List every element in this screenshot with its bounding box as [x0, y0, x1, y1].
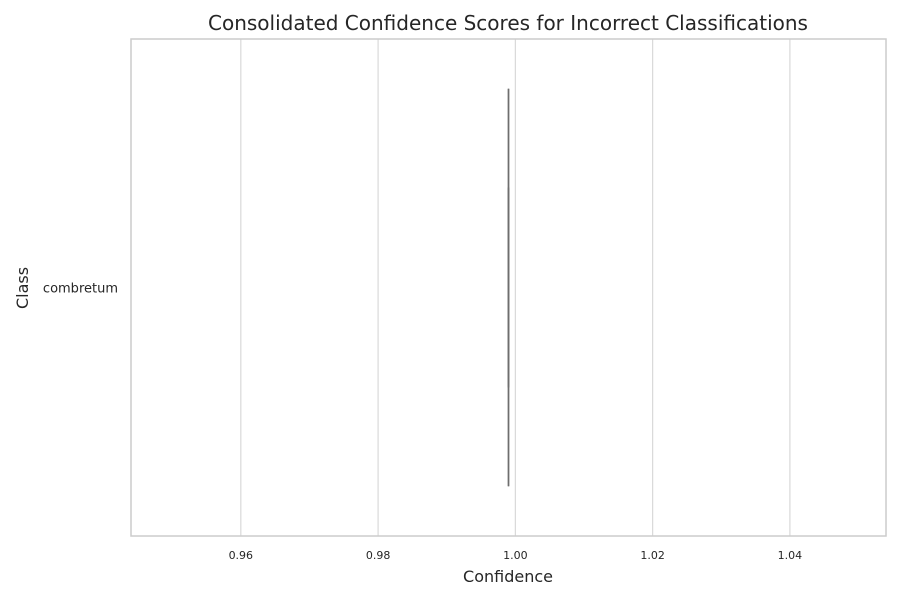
- x-tick-label: 1.02: [640, 549, 665, 562]
- plot-frame: [130, 38, 887, 537]
- y-category-label: combretum: [43, 282, 118, 297]
- x-tick-labels: 0.96 0.98 1.00 1.02 1.04: [229, 549, 803, 562]
- x-tick-label: 1.00: [503, 549, 528, 562]
- grid-lines: [240, 39, 791, 536]
- y-category-labels: combretum: [43, 282, 118, 297]
- y-axis-label: Class: [13, 267, 32, 309]
- x-axis-label: Confidence: [463, 567, 553, 586]
- x-tick-label: 0.98: [366, 549, 391, 562]
- x-tick-label: 0.96: [229, 549, 254, 562]
- chart-title: Consolidated Confidence Scores for Incor…: [208, 11, 808, 35]
- x-tick-label: 1.04: [778, 549, 803, 562]
